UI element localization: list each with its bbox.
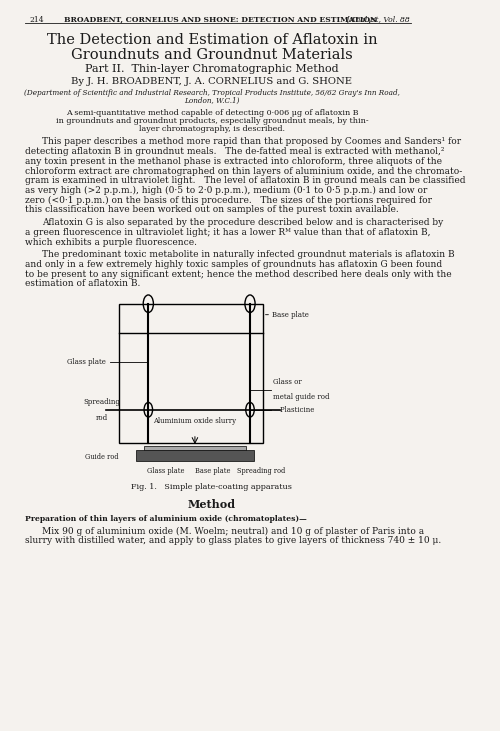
Text: The predominant toxic metabolite in naturally infected groundnut materials is af: The predominant toxic metabolite in natu… [42, 250, 455, 260]
Text: metal guide rod: metal guide rod [274, 393, 330, 401]
Text: Spreading rod: Spreading rod [238, 466, 286, 474]
Text: Mix 90 g of aluminium oxide (M. Woelm; neutral) and 10 g of plaster of Paris int: Mix 90 g of aluminium oxide (M. Woelm; n… [42, 526, 424, 536]
Text: Spreading: Spreading [84, 398, 120, 406]
Text: A semi-quantitative method capable of detecting 0·006 μg of aflatoxin B: A semi-quantitative method capable of de… [66, 109, 358, 117]
Text: slurry with distilled water, and apply to glass plates to give layers of thickne: slurry with distilled water, and apply t… [26, 537, 442, 545]
Text: Fig. 1.   Simple plate-coating apparatus: Fig. 1. Simple plate-coating apparatus [132, 482, 292, 491]
Text: which exhibits a purple fluorescence.: which exhibits a purple fluorescence. [26, 238, 198, 246]
Text: Aluminium oxide slurry: Aluminium oxide slurry [154, 417, 236, 425]
Text: [Analyst, Vol. 88: [Analyst, Vol. 88 [348, 16, 410, 24]
Text: zero (<0·1 p.p.m.) on the basis of this procedure.   The sizes of the portions r: zero (<0·1 p.p.m.) on the basis of this … [26, 196, 432, 205]
Text: Glass plate: Glass plate [146, 466, 184, 474]
Text: and only in a few extremely highly toxic samples of groundnuts has aflatoxin G b: and only in a few extremely highly toxic… [26, 260, 442, 269]
Text: Preparation of thin layers of aluminium oxide (chromatoplates)—: Preparation of thin layers of aluminium … [26, 515, 307, 523]
Text: Base plate: Base plate [272, 311, 308, 319]
Text: BROADBENT, CORNELIUS AND SHONE: DETECTION AND ESTIMATION: BROADBENT, CORNELIUS AND SHONE: DETECTIO… [64, 16, 376, 24]
Text: Base plate: Base plate [195, 466, 230, 474]
Text: 214: 214 [30, 16, 44, 24]
Text: any toxin present in the methanol phase is extracted into chloroform, three aliq: any toxin present in the methanol phase … [26, 157, 442, 166]
Text: This paper describes a method more rapid than that proposed by Coomes and Sander: This paper describes a method more rapid… [42, 137, 462, 146]
Text: Glass plate: Glass plate [67, 358, 106, 366]
Text: (Department of Scientific and Industrial Research, Tropical Products Institute, : (Department of Scientific and Industrial… [24, 89, 400, 97]
Text: layer chromatography, is described.: layer chromatography, is described. [139, 125, 285, 133]
Text: rod: rod [96, 414, 108, 422]
Text: Part II.  Thin-layer Chromatographic Method: Part II. Thin-layer Chromatographic Meth… [85, 64, 338, 75]
Text: this classification have been worked out on samples of the purest toxin availabl: this classification have been worked out… [26, 205, 399, 214]
Text: The Detection and Estimation of Aflatoxin in: The Detection and Estimation of Aflatoxi… [46, 33, 377, 47]
Text: Guide rod: Guide rod [85, 453, 118, 461]
Text: gram is examined in ultraviolet light.   The level of aflatoxin B in ground meal: gram is examined in ultraviolet light. T… [26, 176, 466, 186]
Text: estimation of aflatoxin B.: estimation of aflatoxin B. [26, 279, 141, 289]
Text: chloroform extract are chromatographed on thin layers of aluminium oxide, and th: chloroform extract are chromatographed o… [26, 167, 462, 175]
Text: Aflatoxin G is also separated by the procedure described below and is characteri: Aflatoxin G is also separated by the pro… [42, 218, 444, 227]
Text: London, W.C.1): London, W.C.1) [184, 97, 240, 105]
Polygon shape [144, 445, 246, 450]
Text: as very high (>2 p.p.m.), high (0·5 to 2·0 p.p.m.), medium (0·1 to 0·5 p.p.m.) a: as very high (>2 p.p.m.), high (0·5 to 2… [26, 186, 428, 195]
Text: Glass or: Glass or [274, 378, 302, 386]
Text: By J. H. BROADBENT, J. A. CORNELIUS and G. SHONE: By J. H. BROADBENT, J. A. CORNELIUS and … [72, 77, 352, 86]
Text: a green fluorescence in ultraviolet light; it has a lower Rᴹ value than that of : a green fluorescence in ultraviolet ligh… [26, 228, 431, 237]
Text: —Plasticine: —Plasticine [274, 406, 314, 414]
Text: in groundnuts and groundnut products, especially groundnut meals, by thin-: in groundnuts and groundnut products, es… [56, 117, 368, 125]
Text: Groundnuts and Groundnut Materials: Groundnuts and Groundnut Materials [71, 48, 353, 61]
Text: to be present to any significant extent; hence the method described here deals o: to be present to any significant extent;… [26, 270, 452, 279]
Polygon shape [136, 450, 254, 461]
Text: Method: Method [188, 499, 236, 510]
Text: detecting aflatoxin B in groundnut meals.   The de-fatted meal is extracted with: detecting aflatoxin B in groundnut meals… [26, 147, 445, 156]
